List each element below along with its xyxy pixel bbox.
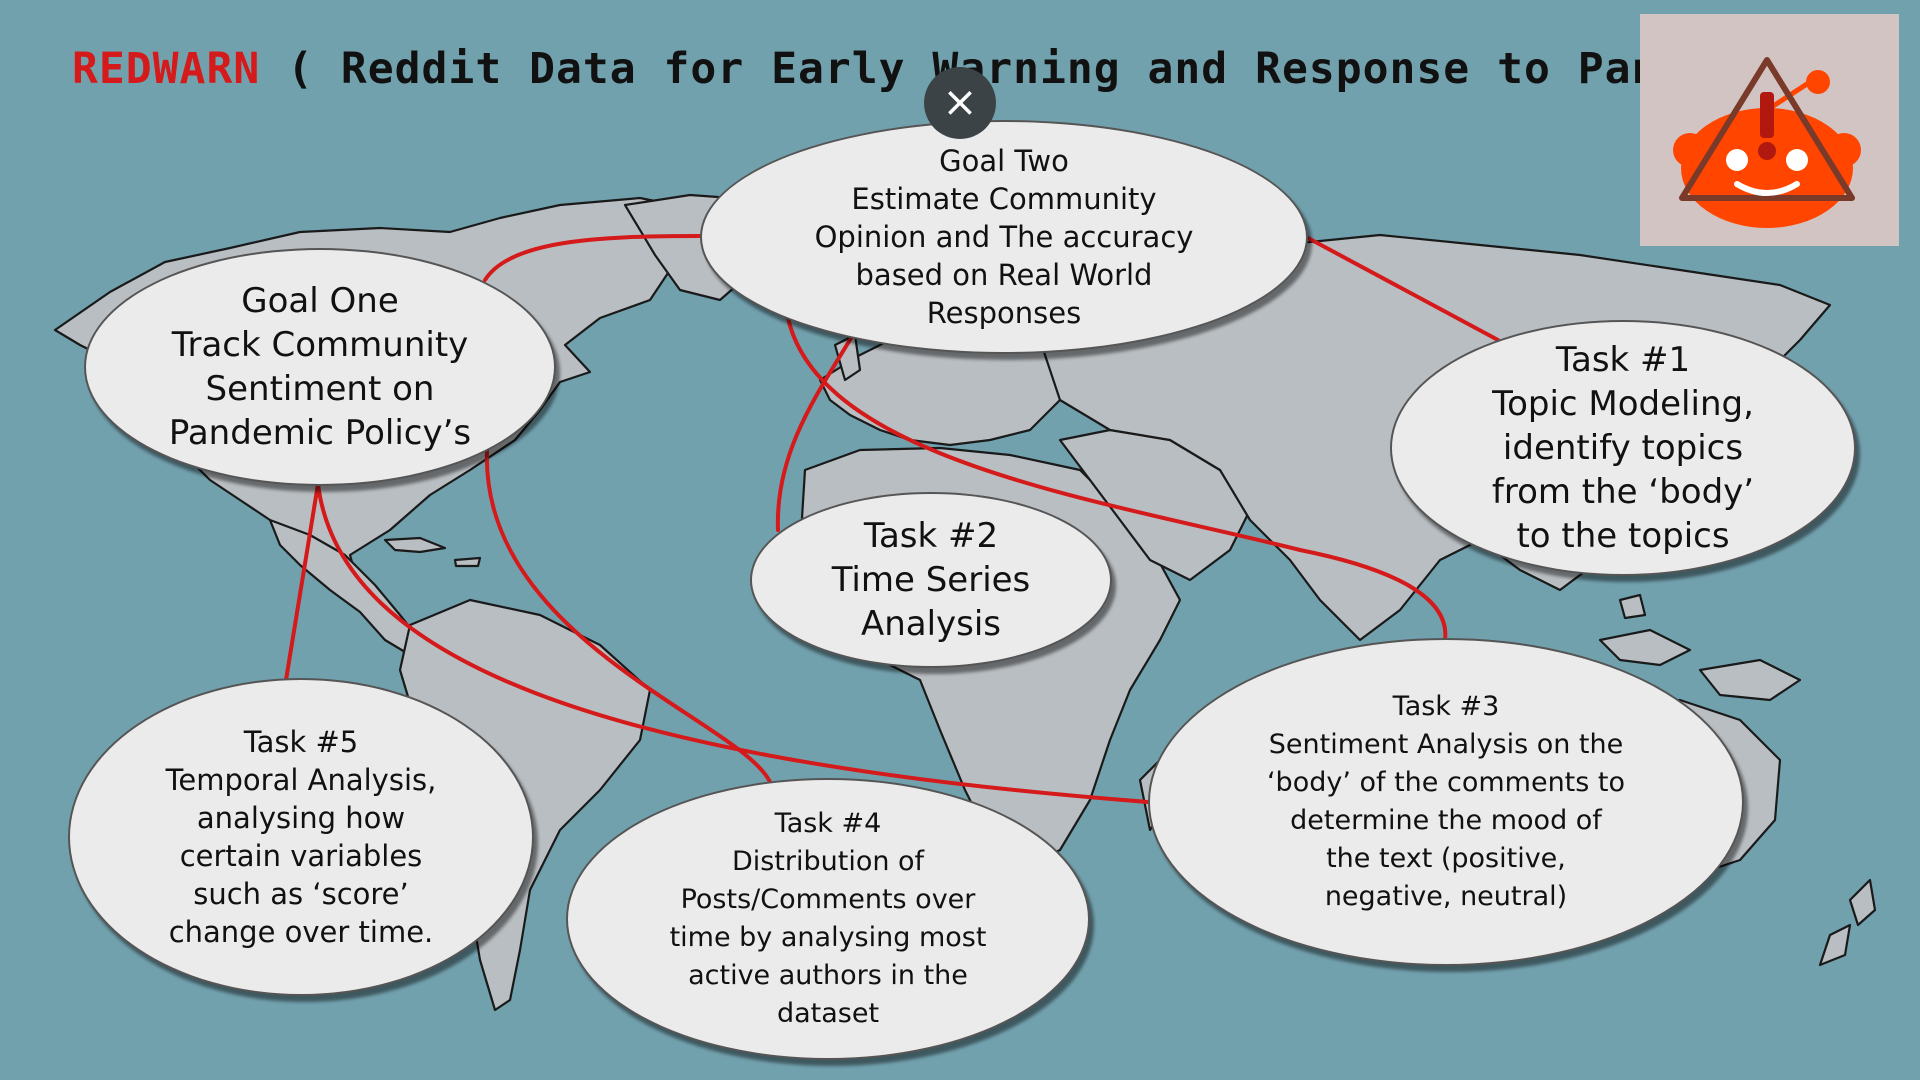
page-title: REDWARN ( Reddit Data for Early Warning …: [72, 44, 1874, 94]
title-rest: ( Reddit Data for Early Warning and Resp…: [260, 44, 1874, 94]
goal-one-label: Goal One Track Community Sentiment on Pa…: [168, 281, 472, 453]
uk-landmass: [833, 333, 862, 382]
close-button[interactable]: ×: [924, 67, 996, 139]
goal-one-node: Goal One Track Community Sentiment on Pa…: [84, 248, 556, 486]
task5-label: Task #5 Temporal Analysis, analysing how…: [165, 725, 437, 949]
title-brand: REDWARN: [72, 44, 261, 94]
reddit-warning-icon: [1673, 57, 1861, 228]
new-zealand-landmass: [1818, 878, 1877, 967]
connector-goal2-goal1: [483, 234, 702, 282]
task4-label: Task #4 Distribution of Posts/Comments o…: [669, 808, 987, 1029]
connector-goal1-task3: [316, 482, 1150, 804]
task5-node: Task #5 Temporal Analysis, analysing how…: [68, 678, 534, 996]
connector-goal2-task1: [1306, 236, 1500, 342]
goal-two-label: Goal Two Estimate Community Opinion and …: [814, 144, 1194, 330]
connector-goal2-task3: [786, 316, 1448, 642]
task1-label: Task #1 Topic Modeling, identify topics …: [1491, 340, 1755, 556]
reddit-logo: [1640, 14, 1899, 246]
close-icon: ×: [942, 77, 978, 126]
connector-goal1-task5: [284, 482, 320, 682]
connector-goal1-task4: [484, 448, 772, 784]
connector-goal2-task2: [775, 328, 858, 532]
task3-node: Task #3 Sentiment Analysis on the ‘body’…: [1148, 638, 1744, 966]
goal-two-node: Goal Two Estimate Community Opinion and …: [700, 120, 1308, 354]
task3-label: Task #3 Sentiment Analysis on the ‘body’…: [1266, 691, 1626, 912]
task2-node: Task #2 Time Series Analysis: [750, 492, 1112, 668]
task2-label: Task #2 Time Series Analysis: [831, 516, 1031, 644]
southeast-asia-landmass: [1598, 593, 1802, 702]
caribbean-landmass: [383, 536, 482, 568]
task1-node: Task #1 Topic Modeling, identify topics …: [1390, 320, 1856, 576]
task4-node: Task #4 Distribution of Posts/Comments o…: [566, 778, 1090, 1060]
